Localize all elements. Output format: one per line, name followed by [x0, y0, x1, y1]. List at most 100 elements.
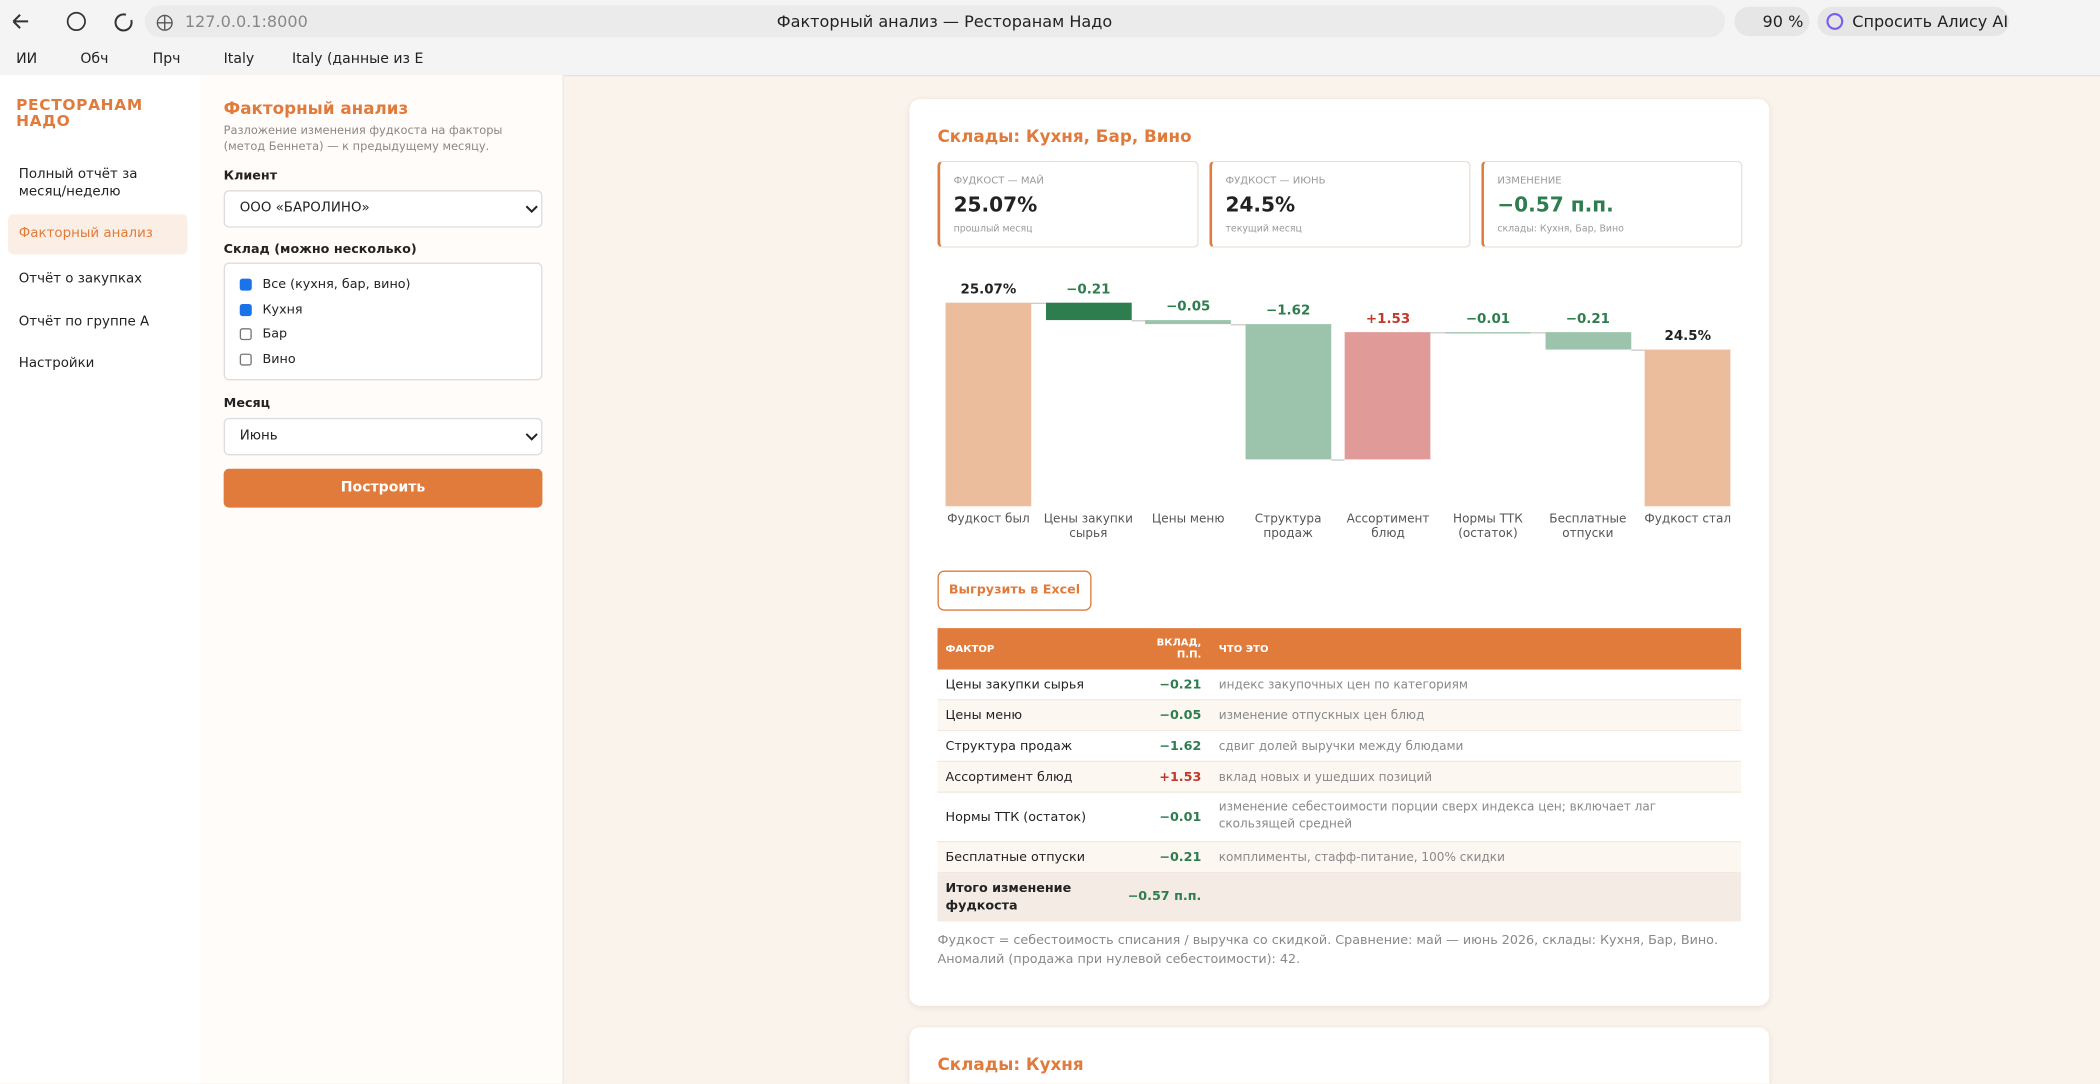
alice-pill[interactable] [1817, 6, 2009, 37]
description: индекс закупочных цен по категориям [1218, 678, 1468, 692]
checkbox-label[interactable]: Все (кухня, бар, вино) [262, 277, 411, 292]
connector [1630, 350, 1645, 352]
alice-button[interactable]: Спросить Алису AI [1852, 12, 2009, 31]
export-button[interactable]: Выгрузить в Excel [937, 570, 1092, 611]
contribution: −0.21 [1159, 677, 1202, 692]
factor: Цены закупки сырья [945, 677, 1085, 692]
factor: Структура продаж [945, 738, 1073, 754]
bookmark[interactable]: ИИ [16, 50, 38, 67]
table-header: ФАКТОР [945, 642, 995, 655]
kpi-box [937, 160, 1199, 248]
value-label: −0.05 [1166, 300, 1211, 315]
checkbox[interactable] [239, 278, 252, 291]
table-header-bg [937, 628, 1742, 670]
table-header: ЧТО ЭТО [1218, 642, 1269, 655]
checkbox[interactable] [239, 352, 252, 365]
nav-item[interactable]: Факторный анализ [18, 226, 153, 242]
waterfall-bar [1045, 302, 1132, 321]
contribution: −0.05 [1159, 707, 1202, 723]
connector [1231, 324, 1246, 326]
build-button[interactable]: Построить [223, 468, 543, 508]
nav-icons [12, 11, 133, 32]
client-select[interactable] [223, 190, 543, 228]
bookmark[interactable]: Обч [80, 50, 109, 67]
factor: Ассортимент блюд [945, 769, 1073, 785]
value-label: −0.01 [1465, 311, 1511, 327]
checkbox-label[interactable]: Вино [262, 351, 296, 367]
contribution: −1.62 [1159, 738, 1202, 754]
bookmarks-bar: ИИ Обч Прч Italy Italy (данные из Е [0, 42, 2100, 77]
description: комплименты, стафф-питание, 100% скидки [1218, 851, 1505, 865]
category-label: Фудкост был [947, 512, 1030, 527]
kpi-label: ФУДКОСТ — ИЮНЬ [1225, 174, 1326, 187]
kpi-box [1481, 160, 1743, 248]
checkbox-label[interactable]: Кухня [262, 302, 303, 317]
category-label: Ассортимент блюд [1346, 512, 1430, 541]
footnote: Фудкост = себестоимость списания / выруч… [937, 933, 1719, 967]
connector [1131, 320, 1146, 322]
form-title: Факторный анализ [223, 97, 409, 118]
kpi-value: 25.07% [953, 192, 1038, 217]
nav-item[interactable]: Настройки [18, 356, 95, 371]
category-label: Цены закупки сырья [1043, 512, 1133, 541]
waterfall-bar [1445, 331, 1531, 334]
waterfall-bar [1644, 350, 1731, 507]
value-label: 25.07% [960, 282, 1017, 298]
factor: Бесплатные отпуски [945, 849, 1086, 865]
address-bar[interactable] [144, 5, 1726, 38]
table-row [937, 700, 1742, 732]
alice-icon [1826, 12, 1844, 30]
value-label: 24.5% [1664, 330, 1711, 345]
table-row [937, 669, 1742, 701]
contribution: +1.53 [1159, 769, 1202, 785]
value-label: −0.21 [1066, 282, 1111, 298]
nav-item[interactable]: Отчёт по группе А [18, 314, 150, 330]
nav-item[interactable]: Отчёт о закупках [18, 271, 143, 287]
zoom[interactable]: 90 % [1762, 12, 1804, 31]
waterfall-bar [1545, 332, 1631, 351]
client-value[interactable]: ООО «БАРОЛИНО» [239, 200, 370, 216]
bookmark[interactable]: Italy (данные из Е [291, 50, 424, 67]
kpi-label: ФУДКОСТ — МАЙ [953, 174, 1044, 187]
client-label: Клиент [223, 168, 278, 184]
chevron [525, 433, 538, 441]
kpi-value: 24.5% [1225, 192, 1296, 217]
contribution: −0.21 [1159, 849, 1202, 865]
bookmark[interactable]: Italy [223, 50, 255, 67]
kpi-note: склады: Кухня, Бар, Вино [1497, 223, 1624, 235]
sidebar: РЕСТОРАНАМ НАДО Полный отчёт за месяц/не… [0, 75, 203, 1084]
card: Склады: Кухня [909, 1027, 1770, 1084]
kpi-note: текущий месяц [1225, 223, 1302, 235]
description: изменение отпускных цен блюд [1218, 709, 1425, 723]
nav-active-bg [8, 214, 188, 255]
checkbox[interactable] [239, 328, 252, 341]
kpi-note: прошлый месяц [953, 223, 1033, 235]
contribution: −0.01 [1159, 809, 1202, 825]
description: сдвиг долей выручки между блюдами [1218, 739, 1464, 754]
value-label: −1.62 [1265, 304, 1311, 319]
table-row [937, 792, 1742, 843]
nav-item[interactable]: Полный отчёт за месяц/неделю [18, 167, 138, 200]
kpi-label: ИЗМЕНЕНИЕ [1497, 174, 1562, 187]
url[interactable]: 127.0.0.1:8000 [184, 12, 308, 31]
tab-title: Факторный анализ — Ресторанам Надо [776, 12, 1113, 31]
category-label: Нормы ТТК (остаток) [1453, 512, 1523, 541]
waterfall-bar [1345, 331, 1431, 460]
checkbox-label[interactable]: Бар [262, 326, 288, 342]
factor: Цены меню [945, 707, 1023, 723]
checkbox[interactable] [239, 303, 252, 316]
month-select[interactable] [223, 417, 543, 456]
total-label: Итого изменение фудкоста [945, 881, 1072, 914]
brand[interactable]: РЕСТОРАНАМ НАДО [16, 95, 143, 130]
zoom-pill[interactable] [1734, 6, 1810, 37]
globe-icon [156, 14, 173, 31]
category-label: Структура продаж [1254, 512, 1322, 541]
table-row [937, 762, 1742, 793]
category-label: Бесплатные отпуски [1549, 512, 1627, 541]
bookmark[interactable]: Прч [152, 50, 181, 67]
connector [1330, 459, 1346, 461]
table-header: ВКЛАД, П.П. [1156, 636, 1202, 661]
month-value[interactable]: Июнь [239, 428, 278, 444]
